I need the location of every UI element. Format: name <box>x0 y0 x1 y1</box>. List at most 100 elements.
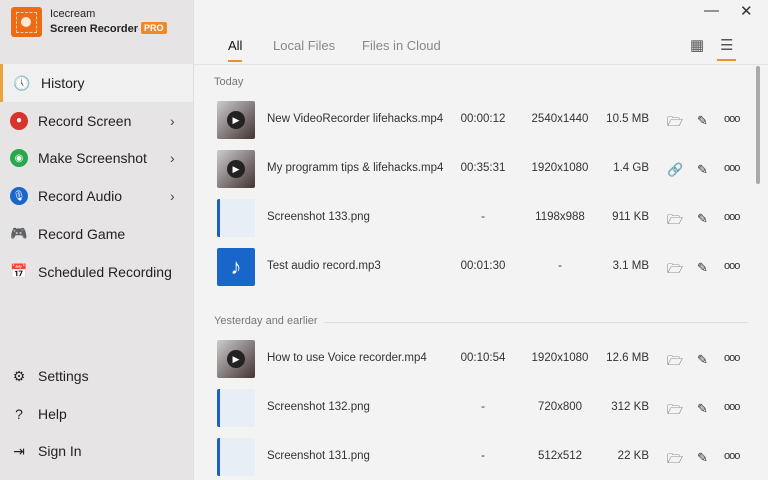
file-thumbnail[interactable]: ▶ <box>217 150 255 188</box>
file-thumbnail[interactable]: ♪ <box>217 248 255 286</box>
sidebar-item-record-game[interactable]: 🎮 Record Game <box>10 225 126 242</box>
edit-icon[interactable]: ✎ <box>697 211 708 226</box>
file-size: 312 KB <box>611 401 649 413</box>
gamepad-icon: 🎮 <box>10 225 28 242</box>
more-icon[interactable]: ooo <box>724 450 740 462</box>
file-name: New VideoRecorder lifehacks.mp4 <box>267 113 444 125</box>
main-panel: — ✕ All Local Files Files in Cloud ▦ ☰ T… <box>194 0 768 480</box>
list-view-icon[interactable]: ☰ <box>716 37 738 61</box>
record-icon: ● <box>10 111 28 130</box>
sidebar-item-help[interactable]: ? Help <box>0 395 193 433</box>
link-icon[interactable]: 🔗 <box>667 162 684 177</box>
file-name: My programm tips & lifehacks.mp4 <box>267 162 444 174</box>
file-duration: 00:10:54 <box>460 352 506 364</box>
folder-icon[interactable]: 🗁 <box>667 353 684 368</box>
file-duration: - <box>481 211 485 223</box>
minimize-button[interactable]: — <box>704 2 719 19</box>
close-button[interactable]: ✕ <box>740 3 753 20</box>
chevron-right-icon: › <box>170 112 175 129</box>
music-note-icon: ♪ <box>230 254 242 279</box>
file-thumbnail[interactable] <box>217 199 255 237</box>
tab-files-in-cloud[interactable]: Files in Cloud <box>362 38 441 53</box>
file-resolution: - <box>558 260 562 272</box>
sidebar-item-history[interactable]: 🕔 History <box>0 64 193 102</box>
sidebar-item-make-screenshot[interactable]: ◉ Make Screenshot › <box>0 139 193 177</box>
group-title: Yesterday and earlier <box>214 315 318 327</box>
sidebar-item-sign-in[interactable]: ⇥ Sign In <box>0 432 193 470</box>
file-duration: 00:01:30 <box>460 260 506 272</box>
scrollbar[interactable] <box>756 66 760 184</box>
microphone-icon: 🎙 <box>10 187 28 206</box>
file-resolution: 1920x1080 <box>531 162 589 174</box>
more-icon[interactable]: ooo <box>724 113 740 125</box>
file-name: Screenshot 131.png <box>267 450 370 462</box>
more-icon[interactable]: ooo <box>724 211 740 223</box>
folder-icon[interactable]: 🗁 <box>667 451 684 466</box>
more-icon[interactable]: ooo <box>724 162 740 174</box>
file-size: 1.4 GB <box>613 162 649 174</box>
play-icon: ▶ <box>227 111 245 129</box>
file-row[interactable]: ♪ Test audio record.mp3 00:01:30 - 3.1 M… <box>217 247 747 287</box>
app-logo <box>11 7 42 37</box>
file-name: Screenshot 133.png <box>267 211 370 223</box>
file-row[interactable]: ▶ My programm tips & lifehacks.mp4 00:35… <box>217 149 747 189</box>
file-thumbnail[interactable]: ▶ <box>217 340 255 378</box>
file-row[interactable]: ▶ How to use Voice recorder.mp4 00:10:54… <box>217 339 747 379</box>
more-icon[interactable]: ooo <box>724 352 740 364</box>
sidebar-item-record-screen[interactable]: ● Record Screen › <box>0 102 193 140</box>
tab-local-files[interactable]: Local Files <box>273 38 336 53</box>
sidebar-item-record-audio[interactable]: 🎙 Record Audio › <box>0 177 193 215</box>
folder-icon[interactable]: 🗁 <box>667 402 684 417</box>
edit-icon[interactable]: ✎ <box>697 450 708 465</box>
grid-view-icon[interactable]: ▦ <box>690 37 705 54</box>
edit-icon[interactable]: ✎ <box>697 113 708 128</box>
pro-badge: PRO <box>141 22 167 34</box>
file-row[interactable]: Screenshot 133.png - 1198x988 911 KB 🗁 ✎… <box>217 198 747 238</box>
file-name: Screenshot 132.png <box>267 401 370 413</box>
file-thumbnail[interactable]: ▶ <box>217 101 255 139</box>
folder-icon[interactable]: 🗁 <box>667 114 684 129</box>
edit-icon[interactable]: ✎ <box>697 260 708 275</box>
file-thumbnail[interactable] <box>217 389 255 427</box>
chevron-right-icon: › <box>170 150 175 167</box>
file-resolution: 2540x1440 <box>531 113 589 125</box>
file-size: 10.5 MB <box>606 113 649 125</box>
play-icon: ▶ <box>227 160 245 178</box>
sidebar-item-settings[interactable]: ⚙ Settings <box>0 357 193 395</box>
more-icon[interactable]: ooo <box>724 260 740 272</box>
help-icon: ? <box>15 405 23 422</box>
folder-icon[interactable]: 🗁 <box>667 212 684 227</box>
camera-icon: ◉ <box>10 149 28 168</box>
file-row[interactable]: Screenshot 131.png - 512x512 22 KB 🗁 ✎ o… <box>217 437 747 477</box>
clock-icon: 🕔 <box>13 74 31 91</box>
edit-icon[interactable]: ✎ <box>697 162 708 177</box>
file-size: 3.1 MB <box>612 260 649 272</box>
group-title: Today <box>214 76 244 88</box>
sidebar-item-scheduled-recording[interactable]: 📅 Scheduled Recording <box>10 263 172 280</box>
app-name: Icecream <box>50 8 96 20</box>
file-thumbnail[interactable] <box>217 438 255 476</box>
sidebar: Icecream Screen Recorder PRO 🕔 History ●… <box>0 0 194 480</box>
folder-icon[interactable]: 🗁 <box>667 261 684 276</box>
file-resolution: 1920x1080 <box>531 352 589 364</box>
file-resolution: 512x512 <box>537 450 583 462</box>
file-row[interactable]: ▶ New VideoRecorder lifehacks.mp4 00:00:… <box>217 100 747 140</box>
more-icon[interactable]: ooo <box>724 401 740 413</box>
play-icon: ▶ <box>227 350 245 368</box>
file-row[interactable]: Screenshot 132.png - 720x800 312 KB 🗁 ✎ … <box>217 388 747 428</box>
file-duration: 00:00:12 <box>460 113 506 125</box>
file-name: Test audio record.mp3 <box>267 260 381 272</box>
file-resolution: 720x800 <box>537 401 583 413</box>
chevron-right-icon: › <box>170 188 175 205</box>
tab-all[interactable]: All <box>228 38 243 62</box>
app-subname: Screen Recorder <box>50 23 139 35</box>
file-size: 22 KB <box>617 450 649 462</box>
file-size: 12.6 MB <box>606 352 649 364</box>
file-size: 911 KB <box>612 211 649 223</box>
file-duration: - <box>481 401 485 413</box>
file-resolution: 1198x988 <box>535 211 585 223</box>
edit-icon[interactable]: ✎ <box>697 401 708 416</box>
file-duration: 00:35:31 <box>460 162 506 174</box>
edit-icon[interactable]: ✎ <box>697 352 708 367</box>
sign-in-icon: ⇥ <box>13 442 25 459</box>
